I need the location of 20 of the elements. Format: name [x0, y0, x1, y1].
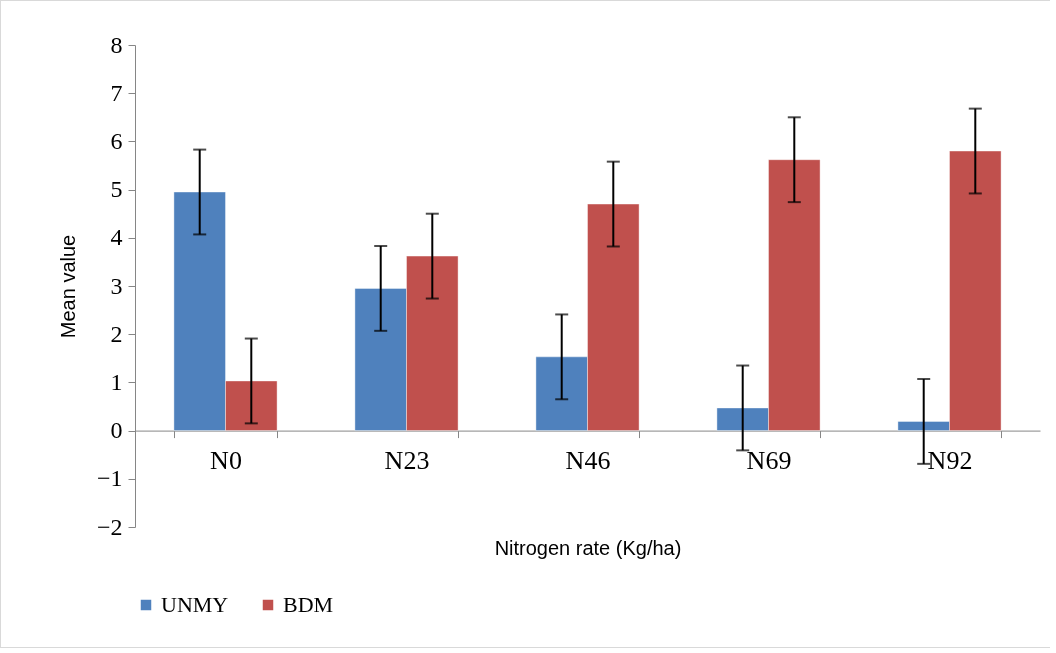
y-axis-title: Mean value	[56, 234, 79, 339]
y-tick-label: 3	[110, 272, 123, 299]
x-axis-title: Nitrogen rate (Kg/ha)	[494, 537, 682, 560]
y-tick-label: 5	[110, 176, 123, 203]
y-tick-label: 8	[110, 31, 123, 58]
y-tick-label: 1	[110, 368, 123, 395]
y-tick-label: 0	[110, 417, 123, 444]
x-tick-label: N69	[746, 446, 792, 476]
y-tick-label: 7	[110, 79, 123, 106]
x-tick-label: N46	[565, 446, 611, 476]
y-tick-label: −1	[96, 465, 123, 492]
legend-label: UNMY	[161, 592, 229, 617]
x-tick-label: N23	[384, 446, 430, 476]
y-tick-label: −2	[96, 513, 123, 540]
x-tick-label: N0	[210, 446, 242, 476]
x-tick-label: N92	[927, 446, 973, 476]
y-tick-label: 6	[110, 127, 123, 154]
y-tick-label: 4	[110, 224, 123, 251]
legend-label: BDM	[283, 592, 334, 617]
y-tick-label: 2	[110, 320, 123, 347]
